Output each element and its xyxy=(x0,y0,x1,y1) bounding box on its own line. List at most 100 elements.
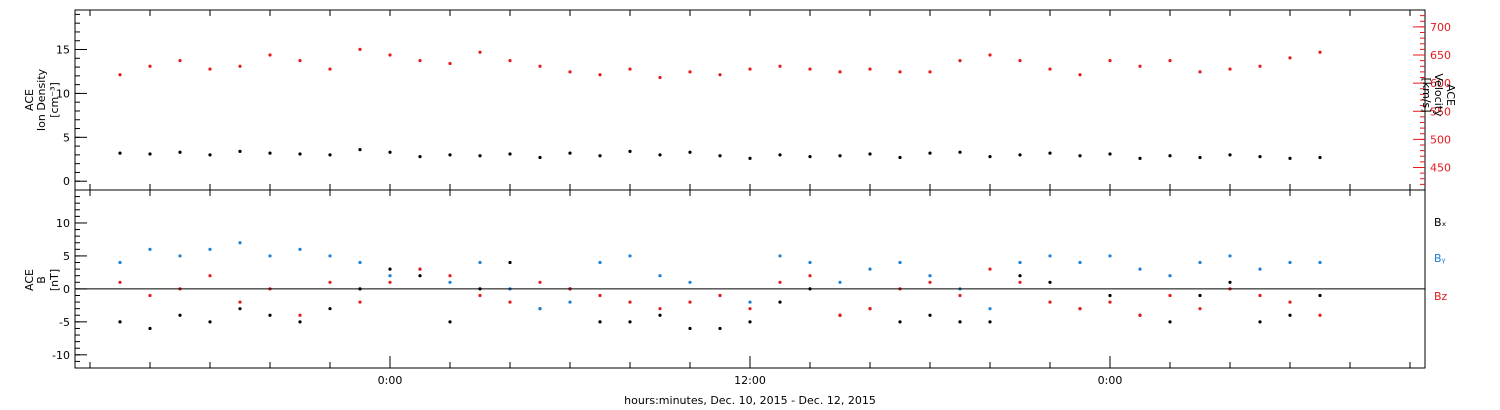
point-bx xyxy=(748,320,752,324)
top-point-velocity xyxy=(598,73,602,77)
top-point-velocity xyxy=(538,64,542,68)
bottom-ytick-label: 10 xyxy=(56,217,70,230)
top-point-velocity xyxy=(418,59,422,63)
top-right-ylabel-line2: Velocity xyxy=(1432,73,1445,117)
top-point-density xyxy=(1318,155,1322,160)
top-point-velocity xyxy=(1288,56,1292,60)
point-by xyxy=(1288,260,1292,265)
legend-bx: Bₓ xyxy=(1434,216,1447,229)
top-point-density xyxy=(508,152,512,156)
top-point-velocity xyxy=(868,67,872,71)
top-point-density xyxy=(388,150,392,154)
point-bz xyxy=(508,300,512,304)
point-by xyxy=(868,267,872,271)
top-point-velocity xyxy=(1138,64,1142,68)
top-point-density xyxy=(688,150,692,154)
point-bz xyxy=(1108,300,1112,304)
top-point-density xyxy=(418,155,422,159)
top-point-velocity xyxy=(628,67,632,71)
point-bz xyxy=(478,293,482,298)
top-point-velocity xyxy=(958,59,962,63)
point-bx xyxy=(508,260,512,265)
point-bx xyxy=(118,320,122,324)
point-bz xyxy=(1168,293,1172,298)
top-point-velocity xyxy=(898,70,902,74)
top-point-density xyxy=(868,152,872,156)
top-left-ytick-label: 15 xyxy=(56,44,70,57)
point-by xyxy=(388,274,392,278)
top-right-ylabel-line1: ACE xyxy=(1444,84,1457,106)
point-bx xyxy=(448,320,452,324)
point-by xyxy=(118,260,122,265)
point-bx xyxy=(1228,280,1232,284)
point-by xyxy=(1018,260,1022,265)
point-by xyxy=(238,241,242,245)
point-bx xyxy=(928,313,932,317)
point-bx xyxy=(628,320,632,324)
point-bx xyxy=(1108,293,1112,298)
top-point-density xyxy=(268,151,272,155)
top-point-density xyxy=(988,155,992,159)
point-by xyxy=(778,254,782,258)
top-point-velocity xyxy=(1258,64,1262,68)
point-by xyxy=(928,274,932,278)
point-bx xyxy=(718,326,722,331)
point-by xyxy=(1138,267,1142,271)
top-point-velocity xyxy=(1168,59,1172,63)
bottom-ytick-label: 5 xyxy=(63,250,70,263)
point-bz xyxy=(1288,300,1292,304)
top-point-velocity xyxy=(658,75,662,80)
x-tick-label: 0:00 xyxy=(378,374,403,387)
top-point-density xyxy=(178,150,182,154)
top-point-velocity xyxy=(268,53,272,57)
top-panel-points xyxy=(118,47,1322,160)
point-by xyxy=(358,260,362,265)
top-point-velocity xyxy=(748,67,752,71)
top-point-velocity xyxy=(928,70,932,74)
top-point-velocity xyxy=(118,73,122,77)
point-bz xyxy=(418,267,422,271)
point-bz xyxy=(838,313,842,317)
point-bz xyxy=(538,280,542,284)
point-by xyxy=(898,260,902,265)
top-point-density xyxy=(1138,156,1142,160)
point-by xyxy=(628,254,632,258)
top-point-velocity xyxy=(298,59,302,63)
point-bz xyxy=(748,307,752,311)
top-point-velocity xyxy=(238,64,242,68)
point-bx xyxy=(898,320,902,324)
bottom-left-ylabel-line2: B xyxy=(35,276,48,284)
point-bx xyxy=(1168,320,1172,324)
point-by xyxy=(178,254,182,258)
top-point-density xyxy=(928,151,932,155)
top-right-ytick-label: 550 xyxy=(1430,105,1451,118)
point-bz xyxy=(1018,280,1022,284)
top-point-velocity xyxy=(838,70,842,74)
top-point-density xyxy=(1288,156,1292,160)
top-point-density xyxy=(1228,153,1232,157)
point-by xyxy=(838,280,842,284)
bottom-panel-frame xyxy=(74,189,1426,369)
top-point-density xyxy=(1018,153,1022,157)
point-by xyxy=(568,300,572,304)
point-by xyxy=(748,300,752,304)
point-bz xyxy=(448,274,452,278)
point-bz xyxy=(988,267,992,271)
axis-ticks xyxy=(75,10,1425,368)
point-bx xyxy=(1318,293,1322,298)
top-point-velocity xyxy=(328,67,332,71)
point-bx xyxy=(1048,280,1052,284)
top-point-velocity xyxy=(568,70,572,74)
point-bx xyxy=(328,307,332,311)
bottom-ytick-label: 0 xyxy=(63,283,70,296)
point-by xyxy=(1318,260,1322,265)
top-point-density xyxy=(298,152,302,156)
point-by xyxy=(1168,274,1172,278)
top-point-velocity xyxy=(448,61,452,66)
point-by xyxy=(208,247,212,251)
point-bz xyxy=(868,307,872,311)
top-point-density xyxy=(358,148,362,152)
top-point-velocity xyxy=(988,53,992,57)
top-point-density xyxy=(238,149,242,153)
point-by xyxy=(538,307,542,311)
